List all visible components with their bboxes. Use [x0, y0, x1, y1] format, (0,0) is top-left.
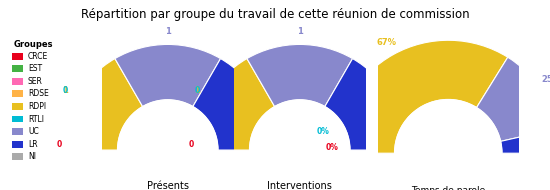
- Text: 0: 0: [405, 140, 411, 149]
- Text: Répartition par groupe du travail de cette réunion de commission: Répartition par groupe du travail de cet…: [81, 8, 469, 21]
- Text: 0: 0: [62, 86, 68, 95]
- Text: RTLI: RTLI: [28, 115, 44, 124]
- Wedge shape: [247, 44, 353, 107]
- Wedge shape: [476, 57, 550, 141]
- Bar: [12, 103, 23, 110]
- Text: 1: 1: [194, 86, 200, 95]
- Wedge shape: [115, 44, 221, 107]
- Text: Présents: Présents: [147, 181, 189, 190]
- Text: SER: SER: [28, 77, 43, 86]
- Bar: [12, 90, 23, 97]
- Text: 0%: 0%: [317, 127, 329, 136]
- Text: Groupes: Groupes: [13, 40, 53, 49]
- Text: LR: LR: [28, 140, 37, 149]
- Text: RDPI: RDPI: [28, 102, 46, 111]
- Wedge shape: [500, 128, 550, 153]
- Text: 67%: 67%: [377, 38, 397, 47]
- Wedge shape: [336, 40, 508, 153]
- Bar: [12, 53, 23, 59]
- Circle shape: [118, 100, 218, 190]
- FancyBboxPatch shape: [3, 29, 95, 177]
- Text: 0: 0: [194, 86, 200, 95]
- Text: 0: 0: [57, 140, 62, 149]
- Text: 1: 1: [400, 86, 405, 95]
- Text: 1: 1: [165, 27, 170, 36]
- Text: NI: NI: [28, 152, 36, 161]
- Bar: [12, 128, 23, 135]
- Text: 0: 0: [189, 140, 194, 149]
- Bar: [12, 65, 23, 72]
- Text: 1: 1: [297, 27, 302, 36]
- Text: EST: EST: [28, 64, 42, 73]
- Bar: [12, 78, 23, 85]
- Text: CRCE: CRCE: [28, 52, 48, 61]
- Text: 1: 1: [268, 86, 273, 95]
- Wedge shape: [194, 59, 274, 150]
- Text: 0%: 0%: [326, 143, 339, 152]
- Text: RDSE: RDSE: [28, 89, 48, 98]
- Text: Temps de parole
(mots prononcés): Temps de parole (mots prononcés): [409, 186, 488, 190]
- Circle shape: [250, 100, 350, 190]
- Text: 0: 0: [273, 140, 279, 149]
- Wedge shape: [62, 59, 142, 150]
- Text: 25%: 25%: [542, 75, 550, 84]
- Bar: [12, 153, 23, 160]
- Text: Interventions: Interventions: [267, 181, 332, 190]
- Text: 1: 1: [62, 86, 68, 95]
- Bar: [12, 116, 23, 122]
- Wedge shape: [193, 59, 273, 150]
- Wedge shape: [325, 59, 405, 150]
- Bar: [12, 141, 23, 148]
- Text: UC: UC: [28, 127, 38, 136]
- Circle shape: [394, 100, 502, 190]
